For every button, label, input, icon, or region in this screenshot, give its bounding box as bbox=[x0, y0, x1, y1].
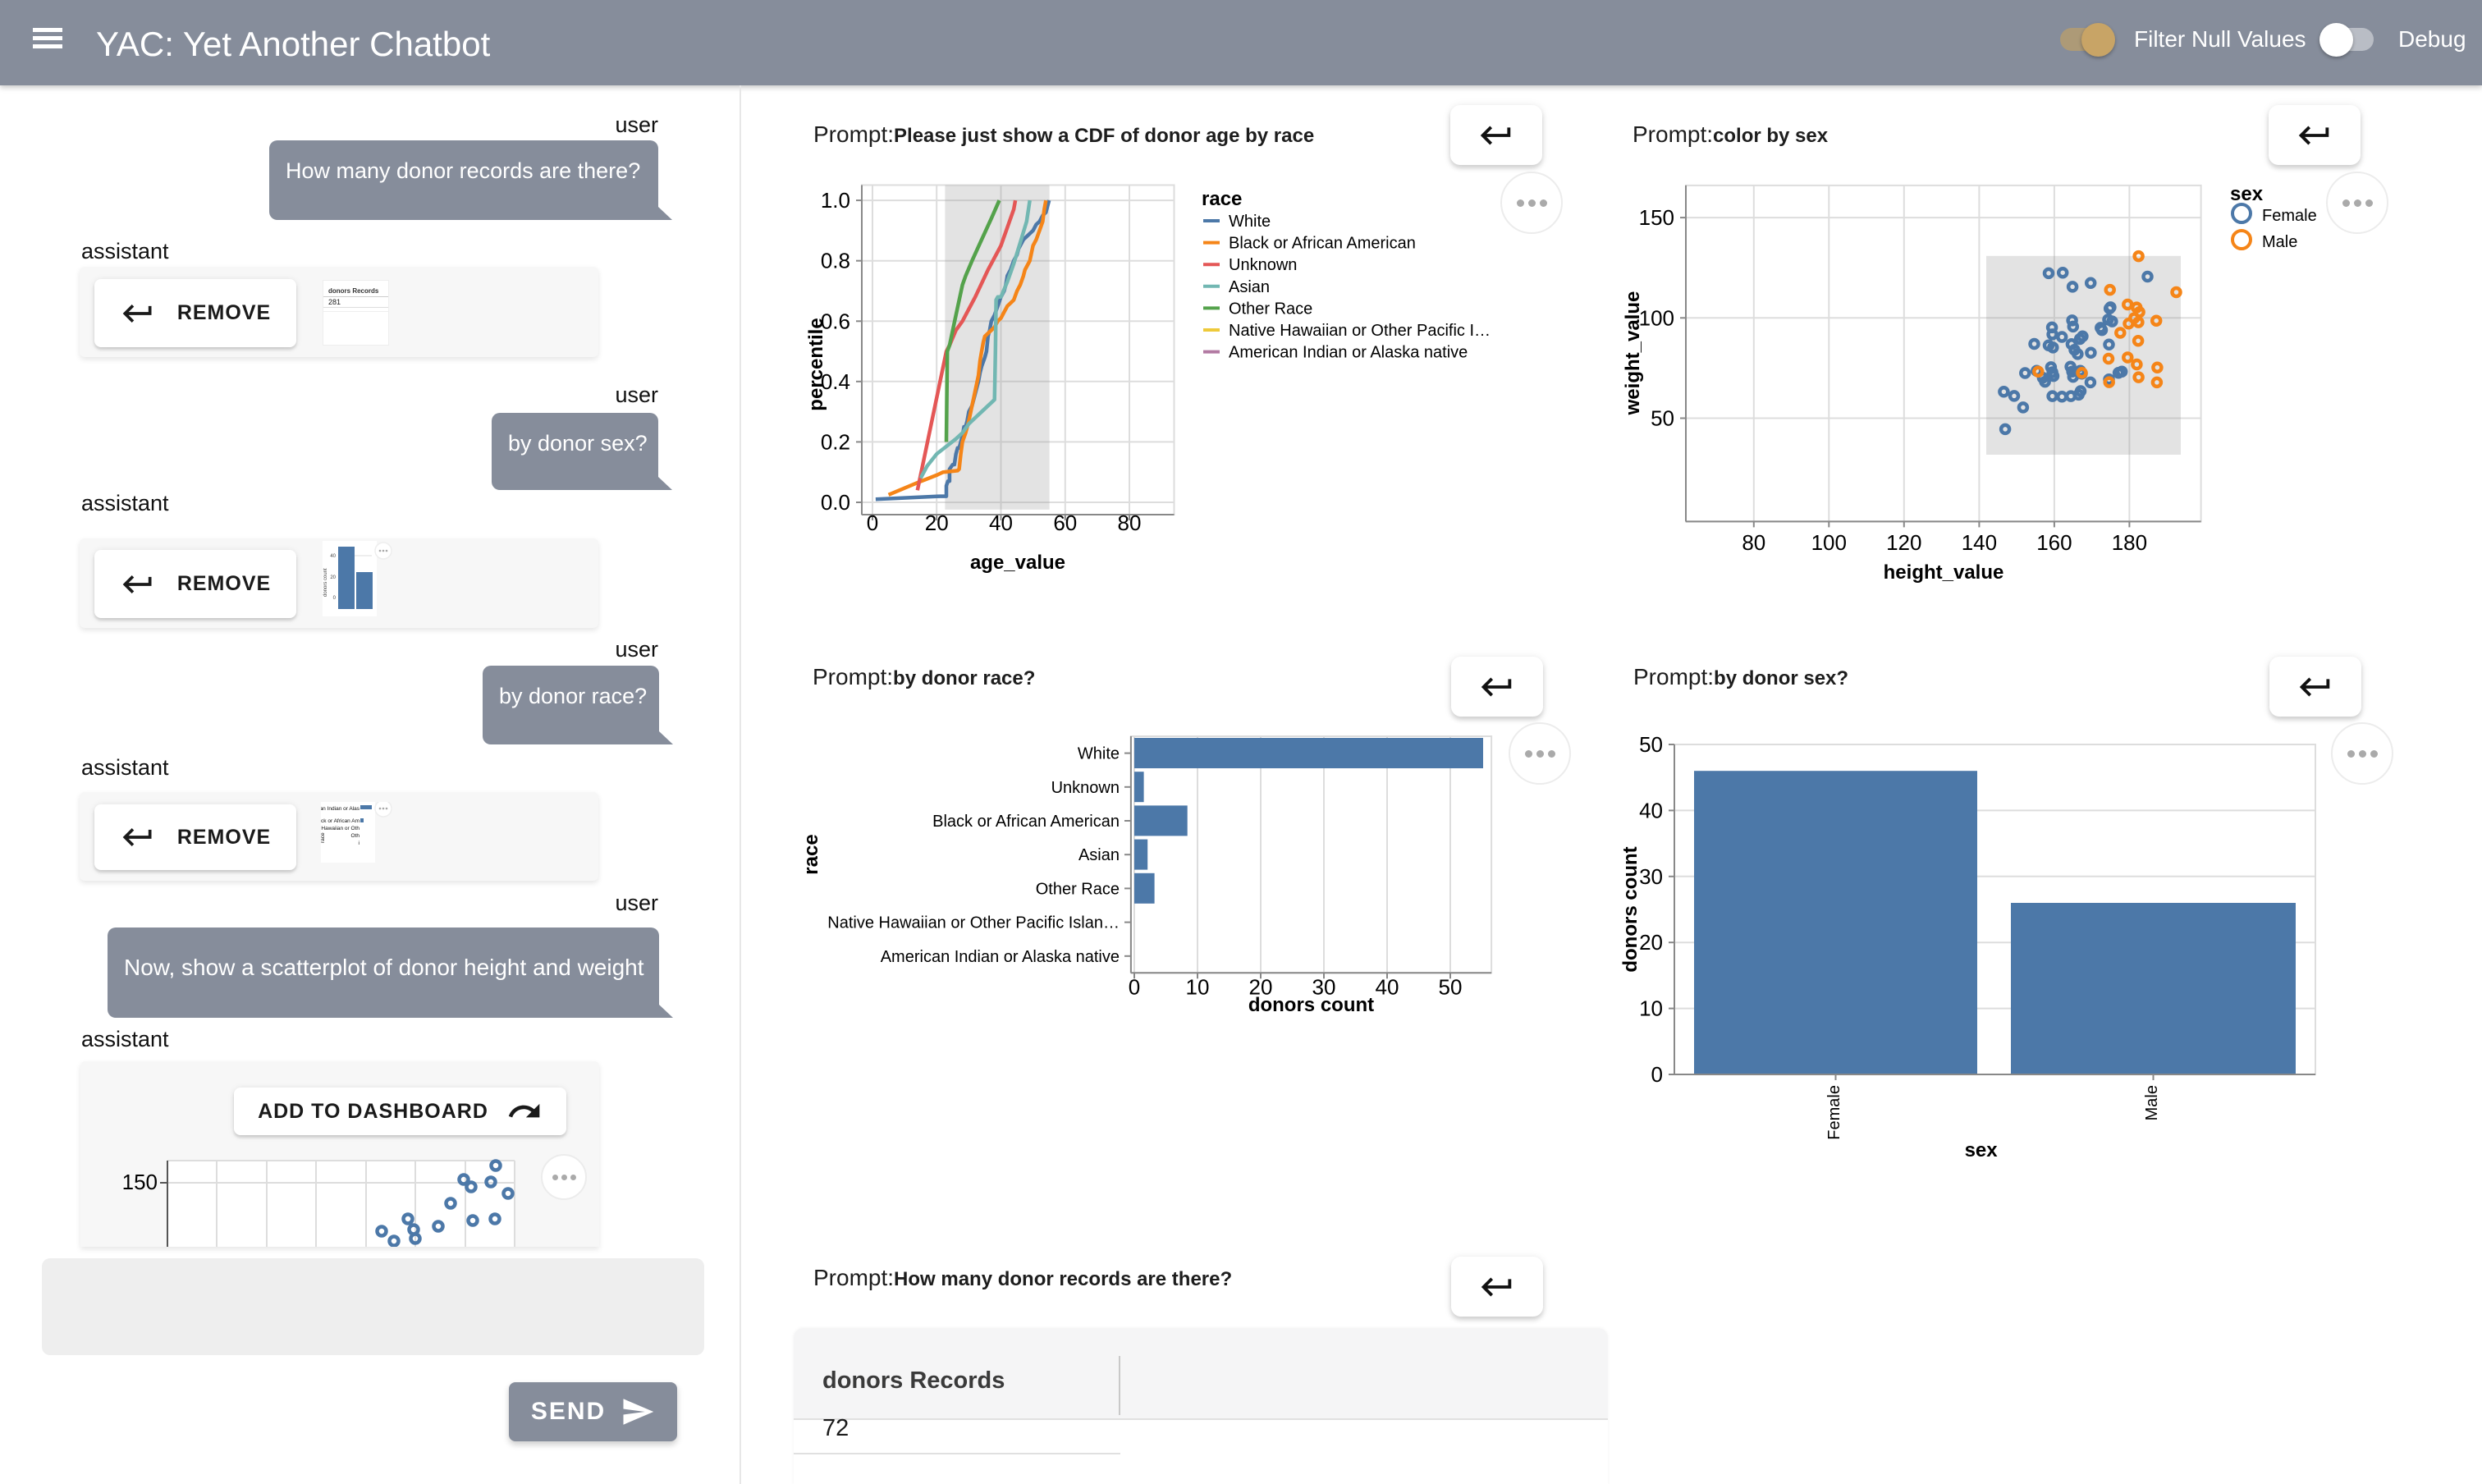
svg-text:0.6: 0.6 bbox=[821, 309, 850, 333]
svg-text:Black or African Am: Black or African Am bbox=[321, 818, 359, 824]
svg-text:Black or African American: Black or African American bbox=[932, 813, 1120, 831]
svg-text:age_value: age_value bbox=[970, 552, 1065, 574]
svg-text:0: 0 bbox=[1651, 1062, 1663, 1087]
svg-text:100: 100 bbox=[1811, 530, 1847, 555]
svg-text:1.0: 1.0 bbox=[821, 188, 850, 213]
svg-text:Male: Male bbox=[2262, 233, 2297, 251]
svg-text:donors count: donors count bbox=[323, 568, 328, 597]
svg-text:20: 20 bbox=[330, 575, 336, 580]
svg-text:Native Hawaiian or Oth: Native Hawaiian or Oth bbox=[321, 826, 359, 831]
svg-text:80: 80 bbox=[1742, 530, 1765, 555]
svg-text:30: 30 bbox=[1312, 975, 1336, 1000]
svg-text:White: White bbox=[1078, 745, 1120, 763]
svg-text:20: 20 bbox=[925, 511, 949, 535]
svg-text:50: 50 bbox=[1439, 975, 1463, 1000]
svg-text:Native Hawaiian or Other Pacif: Native Hawaiian or Other Pacific Islan… bbox=[827, 914, 1120, 932]
svg-text:Female: Female bbox=[1825, 1085, 1843, 1140]
svg-text:American Indian or Alaska nati: American Indian or Alaska native bbox=[881, 948, 1120, 966]
svg-text:Asian: Asian bbox=[1078, 846, 1120, 864]
svg-text:Asian: Asian bbox=[1229, 278, 1270, 296]
svg-text:donors count: donors count bbox=[1248, 994, 1374, 1016]
svg-text:Unknown: Unknown bbox=[1229, 256, 1297, 274]
svg-text:0.4: 0.4 bbox=[821, 369, 850, 394]
svg-text:50: 50 bbox=[1651, 406, 1674, 431]
svg-text:40: 40 bbox=[1376, 975, 1399, 1000]
svg-text:height_value: height_value bbox=[1884, 561, 2004, 584]
svg-text:Native Hawaiian or Other Pacif: Native Hawaiian or Other Pacific I… bbox=[1229, 322, 1491, 340]
svg-text:20: 20 bbox=[1639, 930, 1663, 955]
svg-text:White: White bbox=[1229, 213, 1271, 231]
svg-text:sex: sex bbox=[2230, 183, 2264, 205]
svg-text:0: 0 bbox=[1129, 975, 1140, 1000]
svg-text:180: 180 bbox=[2112, 530, 2147, 555]
svg-text:Oth: Oth bbox=[351, 833, 360, 839]
svg-text:Unknown: Unknown bbox=[1051, 779, 1120, 797]
svg-text:20: 20 bbox=[1249, 975, 1273, 1000]
svg-text:100: 100 bbox=[1639, 305, 1674, 330]
svg-text:0.2: 0.2 bbox=[821, 429, 850, 454]
svg-text:race: race bbox=[1202, 188, 1242, 210]
svg-text:30: 30 bbox=[1639, 864, 1663, 889]
svg-text:120: 120 bbox=[1886, 530, 1921, 555]
svg-text:Black or African American: Black or African American bbox=[1229, 235, 1416, 253]
svg-text:0: 0 bbox=[333, 596, 337, 601]
svg-text:140: 140 bbox=[1962, 530, 1997, 555]
svg-text:sex: sex bbox=[1965, 1139, 1999, 1161]
svg-text:10: 10 bbox=[1186, 975, 1210, 1000]
svg-text:40: 40 bbox=[989, 511, 1013, 535]
svg-text:race: race bbox=[321, 832, 326, 843]
svg-text:Female: Female bbox=[2262, 207, 2317, 225]
svg-text:80: 80 bbox=[1118, 511, 1142, 535]
svg-text:Other Race: Other Race bbox=[1036, 880, 1120, 898]
svg-text:60: 60 bbox=[1053, 511, 1077, 535]
svg-text:donors count: donors count bbox=[1619, 846, 1642, 972]
svg-text:0: 0 bbox=[867, 511, 878, 535]
svg-text:Other Race: Other Race bbox=[1229, 300, 1312, 318]
svg-text:0.8: 0.8 bbox=[821, 249, 850, 273]
svg-text:150: 150 bbox=[1639, 205, 1674, 230]
svg-text:weight_value: weight_value bbox=[1622, 291, 1644, 416]
svg-text:10: 10 bbox=[1639, 996, 1663, 1021]
svg-text:40: 40 bbox=[330, 554, 336, 559]
svg-text:40: 40 bbox=[1639, 798, 1663, 822]
svg-text:50: 50 bbox=[1639, 732, 1663, 757]
svg-text:Male: Male bbox=[2143, 1085, 2161, 1120]
svg-text:150: 150 bbox=[122, 1170, 158, 1194]
svg-text:0.0: 0.0 bbox=[821, 490, 850, 515]
svg-text:race: race bbox=[800, 834, 822, 874]
svg-text:American Indian or Alas: American Indian or Alas bbox=[321, 806, 360, 812]
svg-text:percentile: percentile bbox=[805, 318, 827, 410]
svg-text:American Indian or Alaska nati: American Indian or Alaska native bbox=[1229, 344, 1468, 362]
svg-text:160: 160 bbox=[2036, 530, 2072, 555]
